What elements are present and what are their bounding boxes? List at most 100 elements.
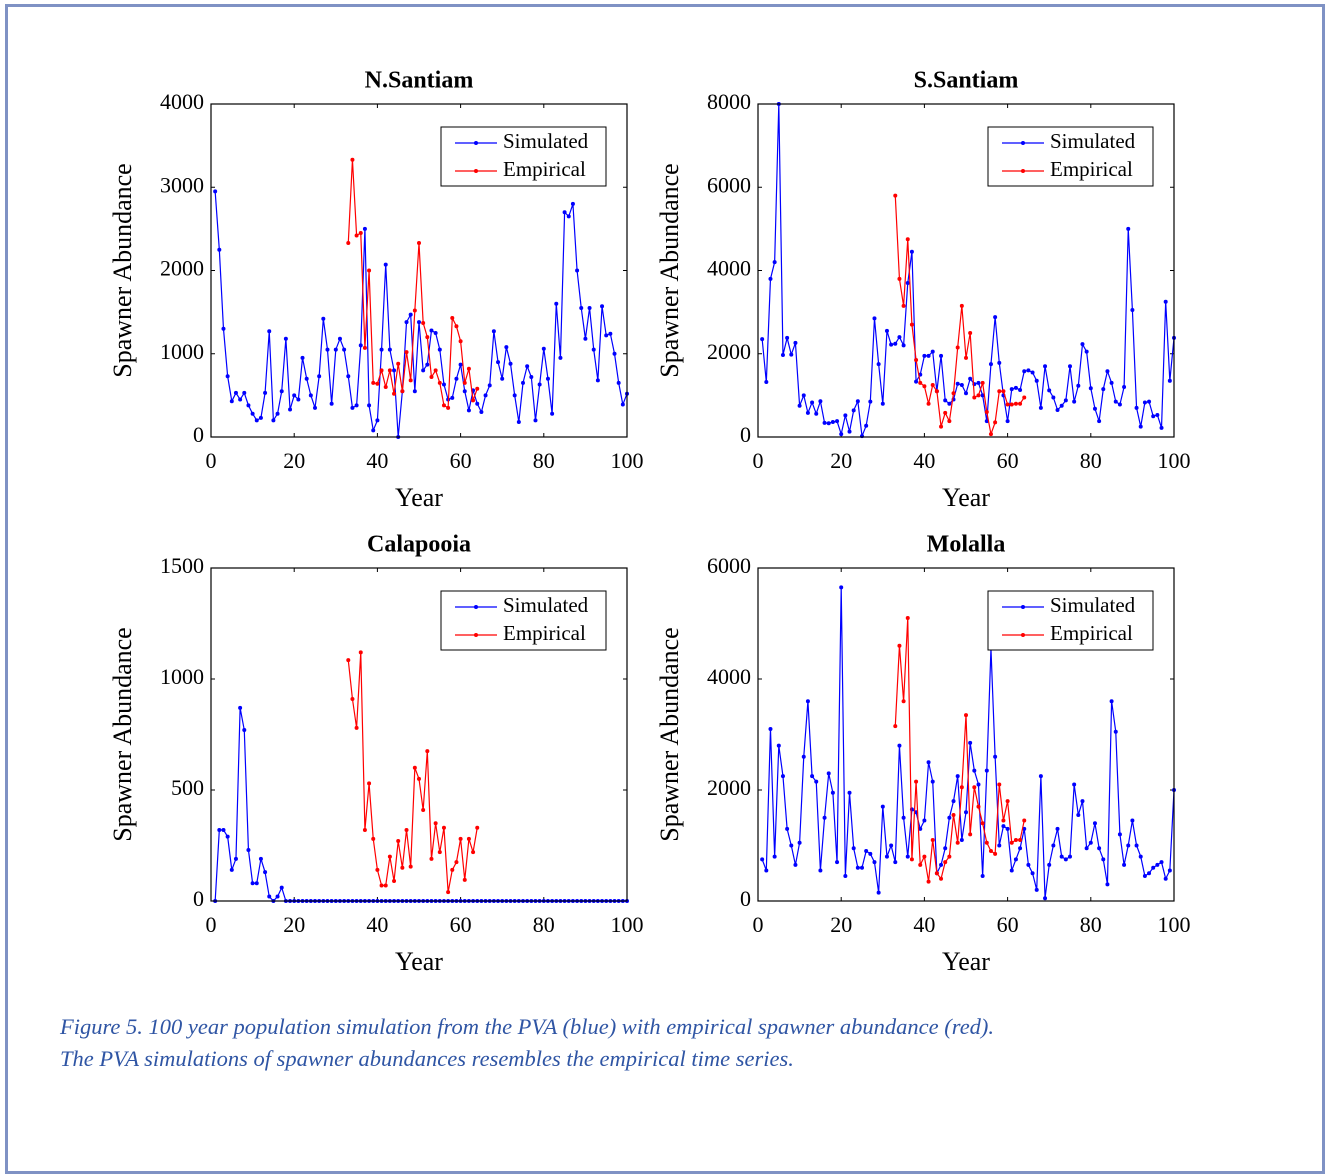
y-tick-label: 2000 [160,256,204,281]
data-point [254,418,259,423]
data-point [317,374,322,379]
data-point [433,330,438,335]
data-point [872,860,877,865]
y-tick-label: 0 [740,886,751,911]
data-point [768,276,773,281]
data-point [308,393,313,398]
y-tick-label: 0 [740,422,751,447]
data-point [760,337,765,342]
data-point [1163,299,1168,304]
data-point [1001,824,1006,829]
data-point [764,868,769,873]
data-point [421,807,426,812]
data-point [400,865,405,870]
data-point [897,743,902,748]
data-point [872,316,877,321]
x-tick-label: 60 [450,912,472,937]
data-point [972,785,977,790]
data-point [375,867,380,872]
figure: 0 20 40 60 80 10001000200030004000SimulatedEm… [108,68,1191,976]
data-point [437,380,442,385]
data-point [1109,699,1114,704]
y-tick-label: 500 [171,775,204,800]
data-point [839,432,844,437]
data-point [1047,388,1052,393]
data-point [855,865,860,870]
legend-marker [1021,605,1025,609]
y-tick-label: 6000 [707,553,751,578]
data-point [433,368,438,373]
data-point [258,856,263,861]
data-point [939,353,944,358]
data-point [358,650,363,655]
x-tick-label: 60 [997,448,1019,473]
data-point [860,865,864,870]
legend-label: Simulated [1050,593,1136,617]
data-point [805,410,810,415]
data-point [362,226,367,231]
data-point [909,322,914,327]
data-point [822,420,827,425]
data-point [897,276,902,281]
data-point [843,413,848,418]
y-tick-label: 1500 [160,553,204,578]
data-point [968,330,973,335]
data-point [1130,818,1135,823]
data-point [504,345,509,350]
data-point [221,827,226,832]
data-point [905,237,910,242]
data-point [383,262,388,267]
data-point [1167,868,1172,873]
x-tick-label: 80 [1080,448,1102,473]
data-point [1043,896,1048,901]
data-point [1122,385,1127,390]
data-point [1142,874,1147,879]
data-point [462,877,467,882]
data-point [1084,349,1089,354]
data-point [1088,386,1093,391]
data-point [964,391,968,396]
data-point [785,826,790,831]
y-axis-label: Spawner Abundance [655,627,684,841]
legend-box [987,126,1154,187]
data-point [387,368,392,373]
caption-line: The PVA simulations of spawner abundance… [60,1046,794,1071]
data-point [776,743,781,748]
data-point [358,231,363,236]
data-point [579,305,584,310]
data-point [1022,395,1027,400]
data-point [905,854,910,859]
data-point [425,749,430,754]
data-point [772,260,777,265]
x-axis-label: Year [942,947,990,976]
data-point [889,843,894,848]
x-axis-label: Year [942,483,990,512]
data-point [425,335,430,340]
data-point [993,420,998,425]
data-point [566,214,571,219]
series-line [894,617,1025,882]
data-point [466,408,471,413]
data-point [1088,840,1093,845]
caption-line: Figure 5. 100 year population simulation… [60,1014,995,1039]
data-point [1026,862,1031,867]
data-point [1051,843,1056,848]
legend-box [987,590,1154,651]
data-point [993,315,998,320]
data-point [367,268,372,273]
data-point [562,210,567,215]
data-point [1018,846,1023,851]
data-point [466,366,471,371]
data-point [826,421,831,426]
data-point [421,368,426,373]
data-point [591,347,596,352]
data-point [350,696,355,701]
data-point [876,362,881,367]
data-point [1147,871,1152,876]
legend-marker [474,169,478,173]
data-point [1113,399,1118,404]
data-point [1163,876,1168,881]
data-point [997,843,1002,848]
data-point [396,839,401,844]
data-point [450,315,455,320]
